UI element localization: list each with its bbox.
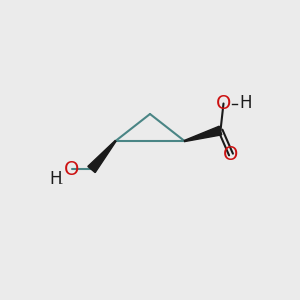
Polygon shape: [184, 126, 222, 142]
Text: O: O: [216, 94, 231, 113]
Text: H: H: [49, 169, 62, 188]
Text: H: H: [240, 94, 252, 112]
Text: O: O: [64, 160, 80, 179]
Text: O: O: [223, 145, 239, 164]
Polygon shape: [88, 141, 116, 172]
Text: ·: ·: [60, 179, 63, 189]
